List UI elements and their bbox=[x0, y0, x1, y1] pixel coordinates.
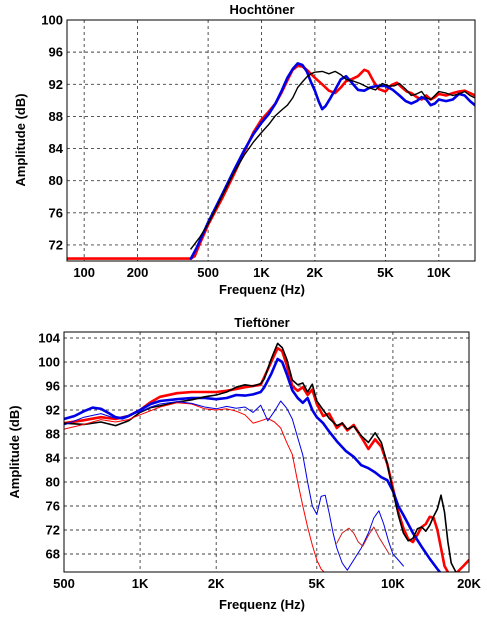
x-axis-label: Frequenz (Hz) bbox=[219, 597, 305, 612]
x-tick-label: 10K bbox=[381, 576, 405, 591]
y-tick-label: 68 bbox=[46, 547, 60, 562]
series-line bbox=[64, 342, 457, 572]
y-tick-label: 92 bbox=[49, 77, 63, 92]
series-line bbox=[64, 400, 404, 571]
y-tick-label: 92 bbox=[46, 403, 60, 418]
y-tick-label: 100 bbox=[38, 355, 60, 370]
x-tick-label: 10K bbox=[427, 265, 451, 280]
y-tick-label: 76 bbox=[49, 205, 63, 220]
x-tick-label: 100 bbox=[73, 265, 95, 280]
grid bbox=[64, 332, 469, 572]
series-lines bbox=[64, 342, 469, 572]
x-tick-label: 2K bbox=[208, 576, 225, 591]
y-axis-label: Amplitude (dB) bbox=[13, 93, 28, 186]
y-tick-label: 104 bbox=[38, 331, 60, 346]
x-tick-labels: 500 1K 2K 5K 10K 20K bbox=[53, 576, 481, 591]
y-axis-label: Amplitude (dB) bbox=[7, 405, 22, 498]
chart-title: Hochtöner bbox=[230, 2, 295, 17]
x-tick-label: 5K bbox=[308, 576, 325, 591]
series-line bbox=[189, 62, 475, 260]
x-tick-label: 2K bbox=[307, 265, 324, 280]
y-tick-label: 88 bbox=[49, 109, 63, 124]
y-tick-label: 96 bbox=[46, 379, 60, 394]
x-tick-labels: 100 200 500 1K 2K 5K 10K bbox=[73, 265, 451, 280]
grid bbox=[67, 20, 475, 261]
plot-frame bbox=[66, 19, 476, 262]
plot-frame bbox=[63, 331, 470, 573]
x-axis-label: Frequenz (Hz) bbox=[219, 282, 305, 297]
y-tick-label: 80 bbox=[46, 475, 60, 490]
y-tick-label: 84 bbox=[46, 451, 61, 466]
y-tick-label: 72 bbox=[49, 237, 63, 252]
series-line bbox=[64, 402, 325, 572]
series-line bbox=[336, 526, 389, 554]
y-tick-labels: 72 76 80 84 88 92 96 100 bbox=[41, 13, 63, 253]
x-tick-label: 500 bbox=[53, 576, 75, 591]
x-tick-label: 1K bbox=[132, 576, 149, 591]
y-tick-label: 80 bbox=[49, 173, 63, 188]
y-tick-label: 88 bbox=[46, 427, 60, 442]
y-tick-labels: 68 72 76 80 84 88 92 96 100 104 bbox=[38, 331, 60, 562]
y-tick-label: 84 bbox=[49, 141, 64, 156]
x-tick-label: 1K bbox=[253, 265, 270, 280]
x-tick-label: 500 bbox=[197, 265, 219, 280]
chart-title: Tieftöner bbox=[234, 315, 289, 330]
chart-tieftoener: Tieftöner 68 72 76 80 84 88 92 96 100 104 500 1K 2K… bbox=[7, 315, 482, 612]
y-tick-label: 96 bbox=[49, 45, 63, 60]
x-tick-label: 20K bbox=[457, 576, 481, 591]
series-line bbox=[64, 346, 469, 572]
y-tick-label: 76 bbox=[46, 499, 60, 514]
x-tick-label: 5K bbox=[377, 265, 394, 280]
chart-hochtoener: Hochtöner 72 76 80 84 88 92 96 100 100 200 500 1K 2… bbox=[13, 2, 476, 297]
y-tick-label: 72 bbox=[46, 523, 60, 538]
x-tick-label: 200 bbox=[127, 265, 149, 280]
series-line bbox=[190, 70, 475, 250]
series-lines bbox=[67, 62, 475, 260]
y-tick-label: 100 bbox=[41, 13, 63, 28]
